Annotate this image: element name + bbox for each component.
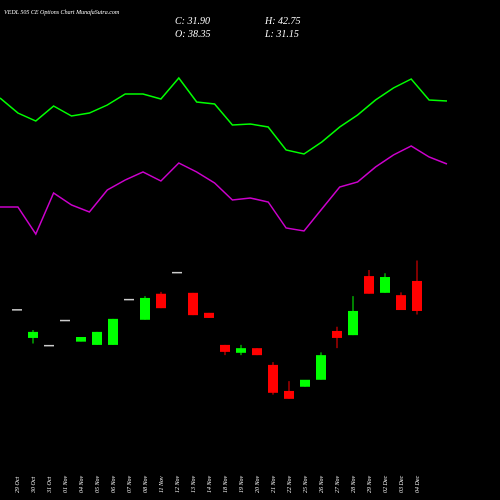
x-tick-label: 29 Oct — [15, 477, 21, 493]
candle-body — [44, 344, 54, 347]
low-label: L: 31.15 — [264, 29, 299, 40]
x-tick-label: 13 Nov — [191, 475, 197, 493]
x-tick-label: 02 Dec — [383, 476, 389, 493]
candle-body — [28, 331, 38, 338]
x-tick-label: 25 Nov — [303, 475, 309, 493]
x-tick-label: 03 Dec — [399, 476, 405, 493]
x-tick-label: 12 Nov — [175, 475, 181, 493]
candle-body — [252, 348, 262, 356]
candle-body — [268, 364, 278, 393]
x-tick-label: 07 Nov — [127, 475, 133, 493]
candle-body — [412, 280, 422, 311]
candle-body — [236, 348, 246, 353]
x-tick-label: 31 Oct — [47, 477, 53, 494]
candle-body — [300, 379, 310, 387]
candle-body — [156, 293, 166, 309]
candle-body — [76, 337, 86, 342]
indicator-line — [0, 76, 448, 155]
x-tick-label: 30 Oct — [31, 477, 37, 494]
x-tick-label: 04 Nov — [78, 475, 85, 493]
x-tick-label: 27 Nov — [335, 475, 341, 493]
x-tick-label: 14 Nov — [206, 475, 213, 493]
close-label: C: 31.90 — [175, 16, 210, 27]
x-tick-label: 21 Nov — [271, 475, 277, 493]
x-tick-label: 19 Nov — [239, 475, 245, 493]
candle-body — [380, 277, 390, 293]
candle-body — [172, 271, 182, 274]
open-label: O: 38.35 — [175, 29, 211, 40]
candle-body — [60, 319, 70, 322]
x-tick-label: 20 Nov — [255, 475, 261, 493]
x-tick-label: 08 Nov — [143, 475, 149, 493]
chart-title: VEDL 505 CE Options Chart MunafaSutra.co… — [4, 9, 120, 16]
candle-body — [220, 344, 230, 352]
candle-body — [108, 318, 118, 345]
x-tick-label: 11 Nov — [159, 476, 165, 493]
x-tick-label: 04 Dec — [414, 476, 421, 493]
candle-body — [332, 330, 342, 338]
x-tick-label: 29 Nov — [367, 475, 373, 493]
candle-body — [188, 292, 198, 316]
x-tick-label: 06 Nov — [111, 475, 117, 493]
x-tick-label: 28 Nov — [351, 475, 357, 493]
x-tick-label: 01 Nov — [63, 475, 69, 493]
candle-body — [348, 310, 358, 336]
x-tick-label: 18 Nov — [223, 475, 229, 493]
indicator-line — [0, 145, 448, 236]
candle-body — [396, 295, 406, 311]
candle-body — [140, 297, 150, 320]
candle-body — [316, 355, 326, 380]
candle-body — [364, 276, 374, 294]
candle-body — [92, 331, 102, 345]
candle-body — [124, 298, 134, 301]
candle-body — [204, 312, 214, 318]
candle-body — [12, 309, 22, 311]
candle-body — [284, 390, 294, 399]
x-tick-label: 26 Nov — [319, 475, 325, 493]
high-label: H: 42.75 — [264, 16, 301, 27]
x-tick-label: 05 Nov — [95, 475, 101, 493]
x-tick-label: 22 Nov — [287, 475, 293, 493]
